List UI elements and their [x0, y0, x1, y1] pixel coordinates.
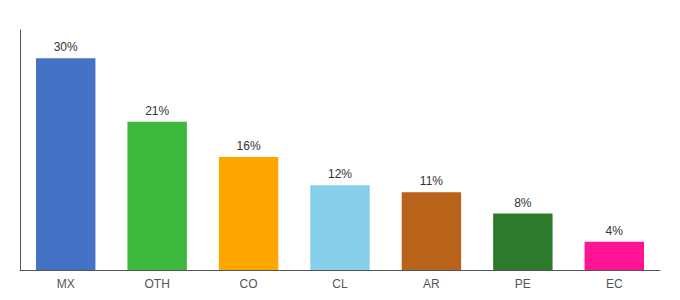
- svg-text:8%: 8%: [514, 196, 532, 210]
- svg-text:CL: CL: [332, 277, 348, 291]
- svg-text:21%: 21%: [145, 104, 169, 118]
- svg-text:4%: 4%: [606, 224, 624, 238]
- svg-text:16%: 16%: [237, 139, 261, 153]
- svg-text:OTH: OTH: [144, 277, 169, 291]
- svg-text:PE: PE: [515, 277, 531, 291]
- svg-text:11%: 11%: [420, 174, 443, 188]
- svg-text:CO: CO: [240, 277, 258, 291]
- svg-text:EC: EC: [606, 277, 623, 291]
- svg-text:MX: MX: [57, 277, 75, 291]
- svg-text:30%: 30%: [54, 40, 78, 54]
- svg-text:12%: 12%: [328, 167, 352, 181]
- svg-text:AR: AR: [423, 277, 440, 291]
